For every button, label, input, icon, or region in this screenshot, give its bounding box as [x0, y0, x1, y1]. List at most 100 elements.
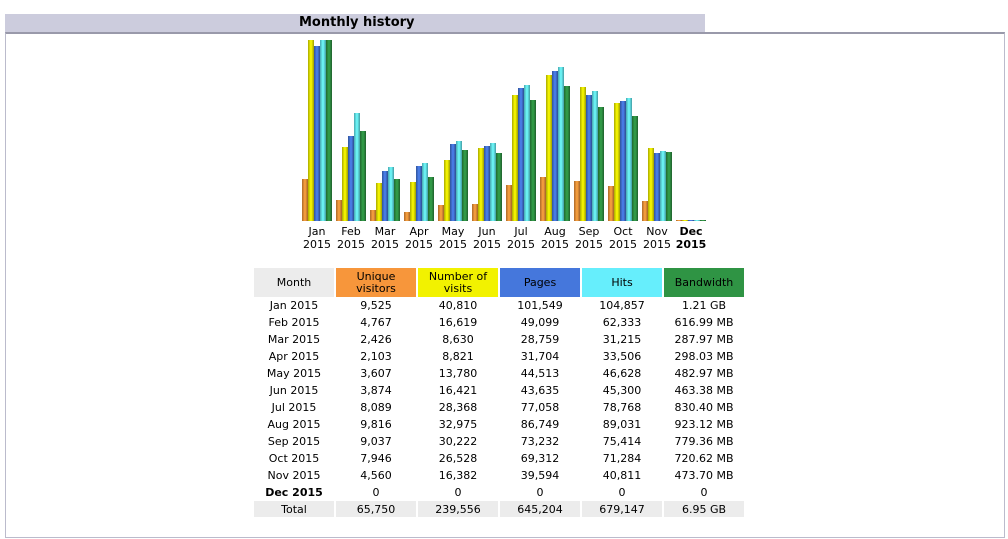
- x-tick-line: Sep: [578, 225, 600, 238]
- bar-visitors: [472, 204, 478, 221]
- cell-visits: 28,368: [438, 401, 478, 414]
- table-row: May 2015 3,607 13,780 44,513 46,628 482.97 MB: [254, 365, 744, 382]
- col-header-visits: Number of visits: [418, 268, 498, 297]
- cell-hits: 45,300: [602, 384, 642, 397]
- cell-unique-visitors: 0: [372, 486, 380, 499]
- x-tick-line: 2015: [473, 238, 501, 251]
- cell-pages: 44,513: [520, 367, 560, 380]
- x-tick-line: Apr: [409, 225, 429, 238]
- cell-visits: 0: [454, 486, 462, 499]
- bar-hits: [694, 220, 700, 221]
- bar-hits: [320, 40, 326, 221]
- section-box: [5, 32, 1005, 538]
- bar-visits: [308, 40, 314, 221]
- cell-visits: 32,975: [438, 418, 478, 431]
- cell-unique-visitors: 7,946: [360, 452, 392, 465]
- x-tick-label: Oct 2015: [606, 225, 640, 251]
- table-row: Oct 2015 7,946 26,528 69,312 71,284 720.62 MB: [254, 450, 744, 467]
- col-header-hits: Hits: [582, 268, 662, 297]
- bar-visits: [546, 75, 552, 221]
- cell-month: Jul 2015: [271, 401, 317, 414]
- x-tick-line: 2015: [643, 238, 671, 251]
- x-tick-label: Mar 2015: [368, 225, 402, 251]
- cell-pages: 73,232: [520, 435, 560, 448]
- cell-bandwidth: 616.99 MB: [674, 316, 734, 329]
- cell-bandwidth: 779.36 MB: [674, 435, 734, 448]
- bar-bandwidth: [462, 150, 468, 221]
- x-tick-line: 2015: [303, 238, 331, 251]
- monthly-table: Month Unique visitors Number of visits Page…: [252, 268, 746, 517]
- cell-month: Mar 2015: [267, 333, 321, 346]
- table-row: Mar 2015 2,426 8,630 28,759 31,215 287.97 MB: [254, 331, 744, 348]
- bar-bandwidth: [666, 152, 672, 221]
- x-tick-label: Apr 2015: [402, 225, 436, 251]
- cell-pages: 39,594: [520, 469, 560, 482]
- table-row: Apr 2015 2,103 8,821 31,704 33,506 298.03 MB: [254, 348, 744, 365]
- bar-bandwidth: [700, 220, 706, 221]
- x-tick-label: May 2015: [436, 225, 470, 251]
- cell-month: May 2015: [266, 367, 322, 380]
- table-row: Feb 2015 4,767 16,619 49,099 62,333 616.99 MB: [254, 314, 744, 331]
- cell-bandwidth: 720.62 MB: [674, 452, 734, 465]
- x-tick-line: May: [441, 225, 465, 238]
- cell-pages: 31,704: [520, 350, 560, 363]
- bar-visitors: [370, 210, 376, 221]
- x-tick-label: Feb 2015: [334, 225, 368, 251]
- x-tick-label: Jul 2015: [504, 225, 538, 251]
- bar-bandwidth: [326, 40, 332, 221]
- cell-hits: 40,811: [602, 469, 642, 482]
- cell-month: Oct 2015: [268, 452, 320, 465]
- bar-hits: [524, 85, 530, 221]
- x-tick-line: Oct: [613, 225, 633, 238]
- cell-hits: 78,768: [602, 401, 642, 414]
- cell-bandwidth: 1.21 GB: [681, 299, 727, 312]
- cell-unique-visitors: 3,874: [360, 384, 392, 397]
- table-row: Sep 2015 9,037 30,222 73,232 75,414 779.36 MB: [254, 433, 744, 450]
- cell-visits: 40,810: [438, 299, 478, 312]
- bar-pages: [450, 144, 456, 221]
- bar-hits: [456, 141, 462, 221]
- table-row: Nov 2015 4,560 16,382 39,594 40,811 473.70 MB: [254, 467, 744, 484]
- cell-hits: 71,284: [602, 452, 642, 465]
- bar-visitors: [404, 212, 410, 221]
- cell-pages: 77,058: [520, 401, 560, 414]
- cell-month: Dec 2015: [265, 486, 323, 499]
- cell-unique-visitors: 2,426: [360, 333, 392, 346]
- bar-bandwidth: [394, 179, 400, 221]
- cell-unique-visitors: 3,607: [360, 367, 392, 380]
- col-header-pages: Pages: [500, 268, 580, 297]
- cell-visits: 16,619: [438, 316, 478, 329]
- x-tick-line: 2015: [675, 238, 707, 251]
- bar-visits: [614, 103, 620, 221]
- cell-bandwidth: 463.38 MB: [674, 384, 734, 397]
- table-row: Jan 2015 9,525 40,810 101,549 104,857 1.21 GB: [254, 297, 744, 314]
- cell-visits: 30,222: [438, 435, 478, 448]
- bar-visitors: [438, 205, 444, 221]
- cell-pages: 101,549: [517, 299, 563, 312]
- cell-bandwidth: 473.70 MB: [674, 469, 734, 482]
- bar-hits: [626, 98, 632, 221]
- monthly-chart: Jan 2015 Feb 2015 Mar 2015 Apr 2015 May 2015 Jun 20…: [0, 0, 1008, 260]
- x-tick-label: Nov 2015: [640, 225, 674, 251]
- bar-pages: [416, 166, 422, 221]
- total-row: Total 65,750 239,556 645,204 679,147 6.95 GB: [254, 501, 744, 517]
- bar-visitors: [574, 181, 580, 221]
- bar-pages: [314, 46, 320, 221]
- bar-pages: [518, 88, 524, 221]
- bar-pages: [620, 101, 626, 221]
- x-tick-line: 2015: [405, 238, 433, 251]
- x-tick-line: 2015: [337, 238, 365, 251]
- bar-visits: [478, 148, 484, 221]
- bar-pages: [552, 71, 558, 221]
- cell-pages: 43,635: [520, 384, 560, 397]
- bar-hits: [660, 151, 666, 221]
- bar-visitors: [302, 179, 308, 221]
- cell-month: Sep 2015: [267, 435, 321, 448]
- cell-hits: 104,857: [599, 299, 645, 312]
- cell-hits: 33,506: [602, 350, 642, 363]
- cell-unique-visitors: 9,816: [360, 418, 392, 431]
- cell-pages: 49,099: [520, 316, 560, 329]
- bar-hits: [490, 143, 496, 221]
- col-header-month: Month: [254, 268, 334, 297]
- x-tick-line: 2015: [541, 238, 569, 251]
